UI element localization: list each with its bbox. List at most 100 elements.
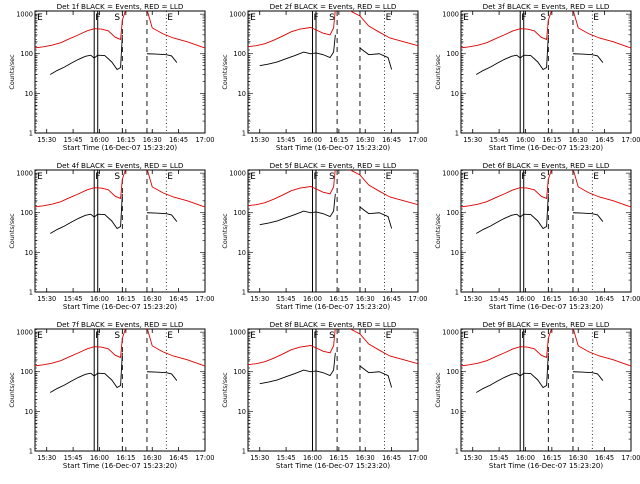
x-tick-label: 15:45	[277, 295, 296, 303]
flare-marker-label: F	[95, 172, 100, 182]
y-tick-label: 100	[233, 368, 246, 376]
flare-marker-label: F	[521, 331, 526, 341]
saa-marker-label: S	[114, 331, 120, 341]
y-tick-label: 1	[455, 129, 459, 137]
x-tick-label: 17:00	[408, 295, 427, 303]
x-tick-label: 16:30	[356, 454, 375, 462]
x-tick-label: 15:30	[463, 454, 482, 462]
x-tick-label: 17:00	[195, 136, 214, 144]
y-tick-label: 1	[242, 129, 246, 137]
eclipse-marker-label: E	[250, 331, 256, 341]
y-tick-label: 1000	[229, 170, 246, 178]
y-axis-label: Counts/sec	[434, 213, 442, 249]
x-tick-label: 17:00	[621, 295, 640, 303]
x-tick-label: 17:00	[195, 454, 214, 462]
series-line-lld	[461, 329, 631, 367]
event-markers	[461, 11, 593, 133]
x-tick-label: 16:15	[329, 295, 348, 303]
y-tick-label: 1	[455, 447, 459, 455]
event-markers	[35, 11, 167, 133]
plot-title: Det 8f BLACK = Events, RED = LLD	[270, 320, 397, 329]
x-tick-label: 17:00	[408, 454, 427, 462]
series-line-lld	[461, 11, 631, 49]
y-tick-label: 100	[20, 50, 33, 58]
x-tick-label: 16:15	[116, 295, 135, 303]
x-tick-label: 16:00	[516, 295, 535, 303]
y-tick-label: 100	[446, 50, 459, 58]
x-axis-label: Start Time (16-Dec-07 15:23:20)	[63, 144, 177, 152]
eclipse-marker-label: E	[37, 172, 43, 182]
series-line-lld	[461, 170, 631, 208]
x-tick-label: 17:00	[408, 136, 427, 144]
plot-frame	[460, 10, 632, 134]
x-tick-label: 16:45	[382, 136, 401, 144]
event-markers	[248, 11, 385, 133]
x-tick-label: 16:15	[116, 454, 135, 462]
x-tick-label: 15:30	[250, 136, 269, 144]
x-tick-label: 16:30	[569, 295, 588, 303]
saa-marker-label: S	[329, 13, 335, 23]
plot-frame	[34, 10, 206, 134]
plot-frame	[247, 10, 419, 134]
eclipse-marker-label: E	[593, 331, 599, 341]
x-tick-label: 16:30	[143, 295, 162, 303]
series-line-events	[476, 193, 604, 234]
y-tick-label: 10	[238, 90, 246, 98]
y-tick-label: 10	[25, 408, 33, 416]
saa-marker-label: S	[540, 13, 546, 23]
y-tick-label: 1	[29, 447, 33, 455]
x-tick-label: 16:30	[569, 454, 588, 462]
x-tick-label: 16:15	[542, 295, 561, 303]
x-tick-label: 16:15	[542, 454, 561, 462]
y-tick-label: 10	[451, 408, 459, 416]
y-tick-label: 1	[455, 288, 459, 296]
series-line-lld	[35, 170, 205, 208]
x-tick-label: 16:15	[329, 136, 348, 144]
eclipse-marker-label: E	[250, 13, 256, 23]
y-tick-label: 100	[20, 368, 33, 376]
y-axis-label: Counts/sec	[8, 54, 16, 90]
x-axis-label: Start Time (16-Dec-07 15:23:20)	[489, 144, 603, 152]
series-line-events	[259, 34, 393, 70]
x-tick-label: 15:30	[37, 136, 56, 144]
x-axis-label: Start Time (16-Dec-07 15:23:20)	[276, 144, 390, 152]
x-tick-label: 15:30	[37, 295, 56, 303]
flare-marker-label: F	[95, 331, 100, 341]
x-tick-label: 15:45	[64, 295, 83, 303]
eclipse-marker-label: E	[463, 331, 469, 341]
y-axis-label: Counts/sec	[8, 213, 16, 249]
x-tick-label: 15:30	[250, 454, 269, 462]
x-tick-label: 16:30	[143, 454, 162, 462]
series-line-events	[50, 352, 178, 393]
eclipse-marker-label: E	[167, 331, 173, 341]
y-tick-label: 1000	[229, 11, 246, 19]
saa-marker-label: S	[540, 331, 546, 341]
plot-title: Det 2f BLACK = Events, RED = LLD	[270, 2, 397, 11]
plot-frame	[460, 328, 632, 452]
detector-panel-1f: Det 1f BLACK = Events, RED = LLD 15:30 15:…	[8, 2, 215, 152]
plot-title: Det 4f BLACK = Events, RED = LLD	[57, 161, 184, 170]
x-axis-label: Start Time (16-Dec-07 15:23:20)	[489, 462, 603, 470]
x-tick-label: 17:00	[621, 454, 640, 462]
x-tick-label: 15:45	[64, 136, 83, 144]
x-axis-label: Start Time (16-Dec-07 15:23:20)	[276, 303, 390, 311]
plot-frame	[34, 328, 206, 452]
x-tick-label: 16:00	[303, 136, 322, 144]
plot-title: Det 5f BLACK = Events, RED = LLD	[270, 161, 397, 170]
detector-panel-7f: Det 7f BLACK = Events, RED = LLD 15:30 15:…	[8, 320, 215, 470]
eclipse-marker-label: E	[463, 13, 469, 23]
series-line-events	[259, 193, 393, 229]
event-markers	[248, 329, 385, 451]
saa-marker-label: S	[114, 13, 120, 23]
x-axis-label: Start Time (16-Dec-07 15:23:20)	[63, 462, 177, 470]
x-tick-label: 16:15	[329, 454, 348, 462]
x-tick-label: 15:45	[490, 295, 509, 303]
y-axis-label: Counts/sec	[434, 54, 442, 90]
flare-marker-label: F	[521, 172, 526, 182]
plot-title: Det 6f BLACK = Events, RED = LLD	[483, 161, 610, 170]
y-tick-label: 100	[233, 50, 246, 58]
x-tick-label: 15:30	[250, 295, 269, 303]
eclipse-marker-label: E	[386, 13, 392, 23]
x-tick-label: 15:30	[37, 454, 56, 462]
series-line-events	[50, 193, 178, 234]
